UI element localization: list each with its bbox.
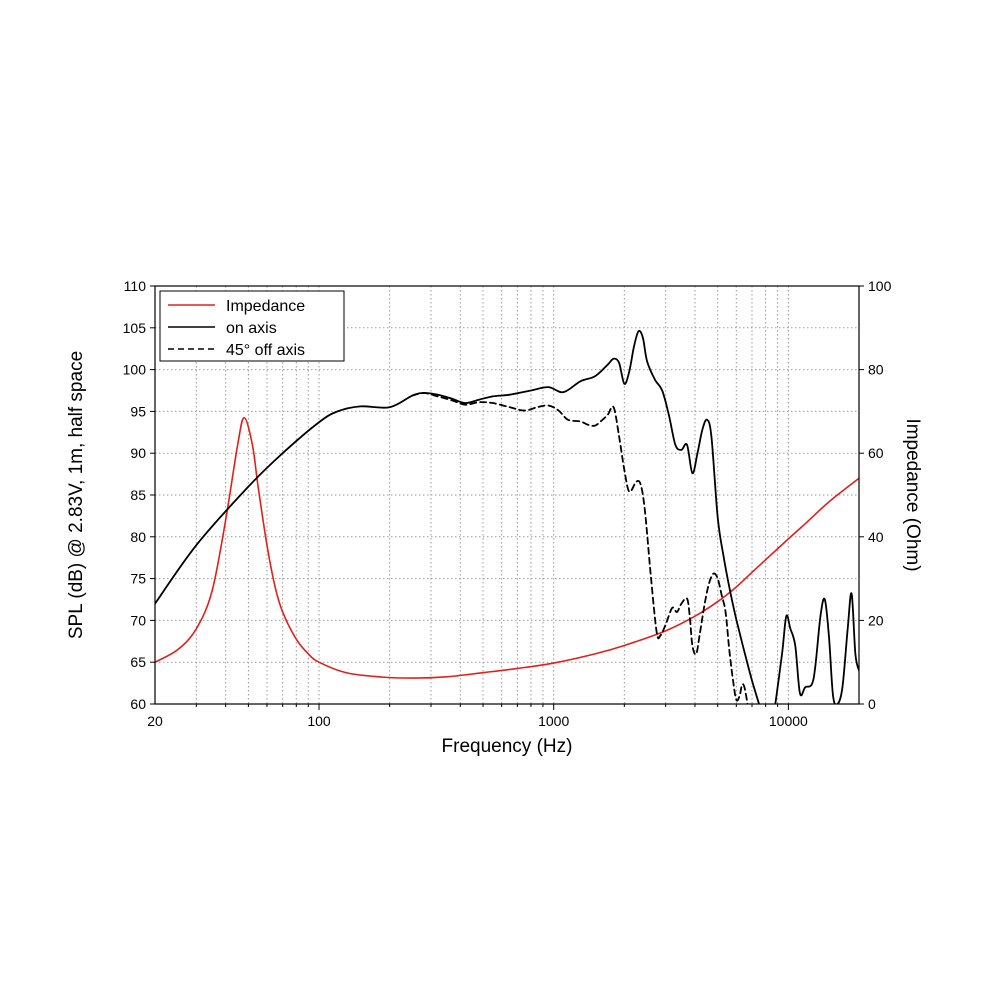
axis-tick-labels: 60 65 70 75 80 85 90 95 100 105 110 0 20 40 60 80 100 20 1… bbox=[123, 278, 892, 729]
y-left-tick-label: 80 bbox=[130, 529, 146, 545]
y-left-tick-label: 110 bbox=[124, 278, 147, 294]
series-layer bbox=[155, 329, 859, 704]
y-right-tick-label: 40 bbox=[868, 529, 884, 545]
x-tick-label: 10000 bbox=[769, 713, 808, 729]
y-left-tick-label: 100 bbox=[123, 362, 147, 378]
y-right-tick-label: 20 bbox=[868, 612, 884, 628]
y-left-tick-label: 60 bbox=[130, 696, 146, 712]
series-line-on-axis bbox=[774, 592, 859, 704]
y-right-tick-label: 80 bbox=[868, 362, 884, 378]
y-left-tick-label: 95 bbox=[130, 403, 146, 419]
legend: Impedance on axis 45° off axis bbox=[159, 290, 345, 362]
y-right-tick-label: 100 bbox=[868, 278, 892, 294]
x-tick-label: 20 bbox=[147, 713, 163, 729]
x-tick-label: 100 bbox=[307, 713, 331, 729]
y-right-tick-label: 0 bbox=[868, 696, 876, 712]
series-line-45-off-axis bbox=[411, 392, 749, 704]
legend-label-impedance: Impedance bbox=[226, 298, 305, 315]
y-left-tick-label: 70 bbox=[130, 612, 146, 628]
y-left-tick-label: 65 bbox=[130, 654, 146, 670]
y-right-tick-label: 60 bbox=[868, 445, 884, 461]
axis-ticks bbox=[150, 285, 864, 710]
series-line-impedance bbox=[155, 416, 859, 679]
y-left-tick-label: 105 bbox=[123, 320, 147, 336]
y-left-tick-label: 75 bbox=[130, 571, 146, 587]
legend-label-off-axis: 45° off axis bbox=[226, 342, 305, 359]
y-left-tick-label: 90 bbox=[130, 445, 146, 461]
y-axis-right-label: Impedance (Ohm) bbox=[902, 418, 923, 571]
x-tick-label: 1000 bbox=[538, 713, 569, 729]
y-left-tick-label: 85 bbox=[130, 487, 146, 503]
x-axis-label: Frequency (Hz) bbox=[442, 736, 573, 757]
y-axis-left-label: SPL (dB) @ 2.83V, 1m, half space bbox=[66, 351, 87, 639]
legend-label-on-axis: on axis bbox=[226, 320, 277, 337]
